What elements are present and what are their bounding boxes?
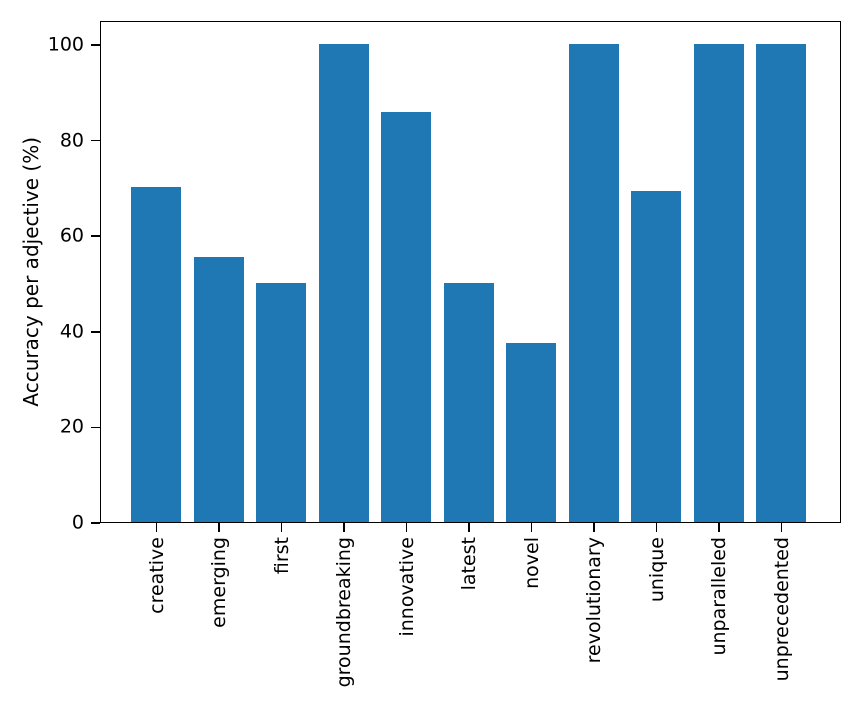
- y-tick-label: 40: [59, 320, 84, 343]
- bar-revolutionary: [568, 43, 619, 522]
- y-tick-mark: [91, 330, 100, 333]
- bar-first: [256, 282, 307, 522]
- bar-latest: [443, 282, 494, 522]
- x-tick-mark: [343, 523, 345, 532]
- x-tick-label: latest: [458, 537, 481, 591]
- x-tick-mark: [468, 523, 470, 532]
- plot-area: [100, 21, 841, 523]
- bar-unique: [631, 191, 682, 522]
- x-tick-label: unparalleled: [708, 537, 731, 656]
- y-tick-mark: [91, 44, 100, 46]
- y-tick-label: 20: [59, 415, 84, 438]
- bar-emerging: [193, 256, 244, 522]
- x-tick-mark: [655, 523, 658, 532]
- y-tick-label: 80: [59, 129, 84, 152]
- y-axis-label: Accuracy per adjective (%): [19, 137, 43, 407]
- y-tick-label: 100: [47, 33, 84, 56]
- x-tick-mark: [405, 523, 408, 532]
- y-tick-mark: [91, 139, 100, 142]
- x-tick-mark: [155, 523, 158, 532]
- bar-innovative: [381, 112, 432, 522]
- y-tick-mark: [91, 522, 100, 524]
- y-axis-label-wrap: Accuracy per adjective (%): [16, 21, 46, 523]
- x-tick-label: revolutionary: [583, 537, 606, 664]
- x-tick-mark: [280, 523, 283, 532]
- y-tick-mark: [91, 235, 100, 237]
- x-tick-label: creative: [145, 537, 168, 614]
- y-tick-label: 60: [59, 224, 84, 247]
- x-tick-label: unprecedented: [770, 537, 793, 682]
- y-tick-label: 0: [71, 511, 84, 534]
- x-tick-label: first: [270, 537, 293, 575]
- x-tick-mark: [780, 523, 783, 532]
- x-tick-label: innovative: [395, 537, 418, 637]
- x-tick-label: groundbreaking: [333, 537, 356, 688]
- x-tick-mark: [218, 523, 220, 532]
- x-tick-mark: [530, 523, 533, 532]
- bar-creative: [131, 187, 182, 522]
- bar-novel: [506, 342, 557, 522]
- x-tick-label: emerging: [208, 537, 231, 628]
- x-tick-mark: [718, 523, 720, 532]
- bar-unprecedented: [756, 43, 807, 522]
- x-tick-mark: [593, 523, 595, 532]
- y-tick-mark: [91, 426, 100, 429]
- x-tick-label: unique: [645, 537, 668, 603]
- x-tick-label: novel: [520, 537, 543, 589]
- bar-groundbreaking: [318, 43, 369, 522]
- bar-unparalleled: [693, 43, 744, 522]
